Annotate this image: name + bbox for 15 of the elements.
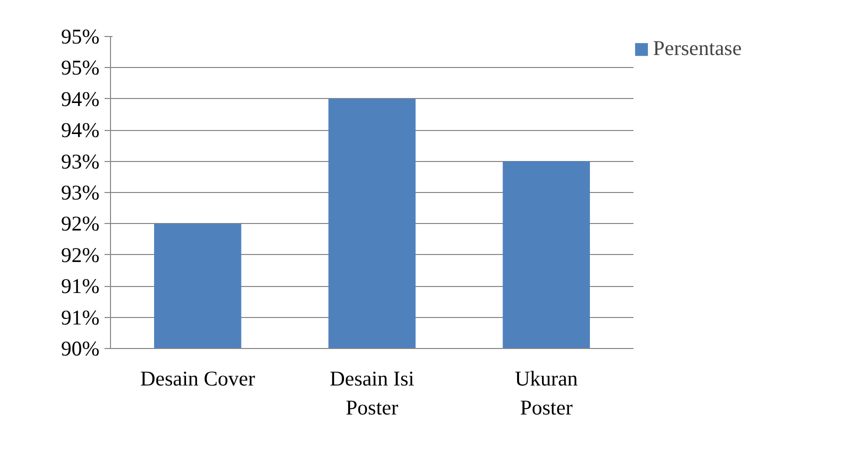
y-tick-label: 95% xyxy=(61,24,100,48)
y-tick-label: 92% xyxy=(61,242,100,267)
y-tick-label: 95% xyxy=(61,56,100,80)
legend-label: Persentase xyxy=(653,36,742,61)
y-tick-label: 93% xyxy=(61,149,100,174)
y-tick-label: 90% xyxy=(61,336,100,360)
y-tick-label: 91% xyxy=(61,305,100,330)
y-tick-label: 94% xyxy=(61,86,100,111)
x-tick-label: Desain Isi Poster xyxy=(330,366,414,420)
y-tick-label: 92% xyxy=(61,212,100,236)
y-tick-label: 94% xyxy=(61,118,100,142)
x-tick-label: Ukuran Poster xyxy=(514,366,578,420)
y-tick-label: 91% xyxy=(61,274,100,298)
y-tick-label: 93% xyxy=(61,180,100,204)
x-tick-label: Desain Cover xyxy=(140,366,256,390)
